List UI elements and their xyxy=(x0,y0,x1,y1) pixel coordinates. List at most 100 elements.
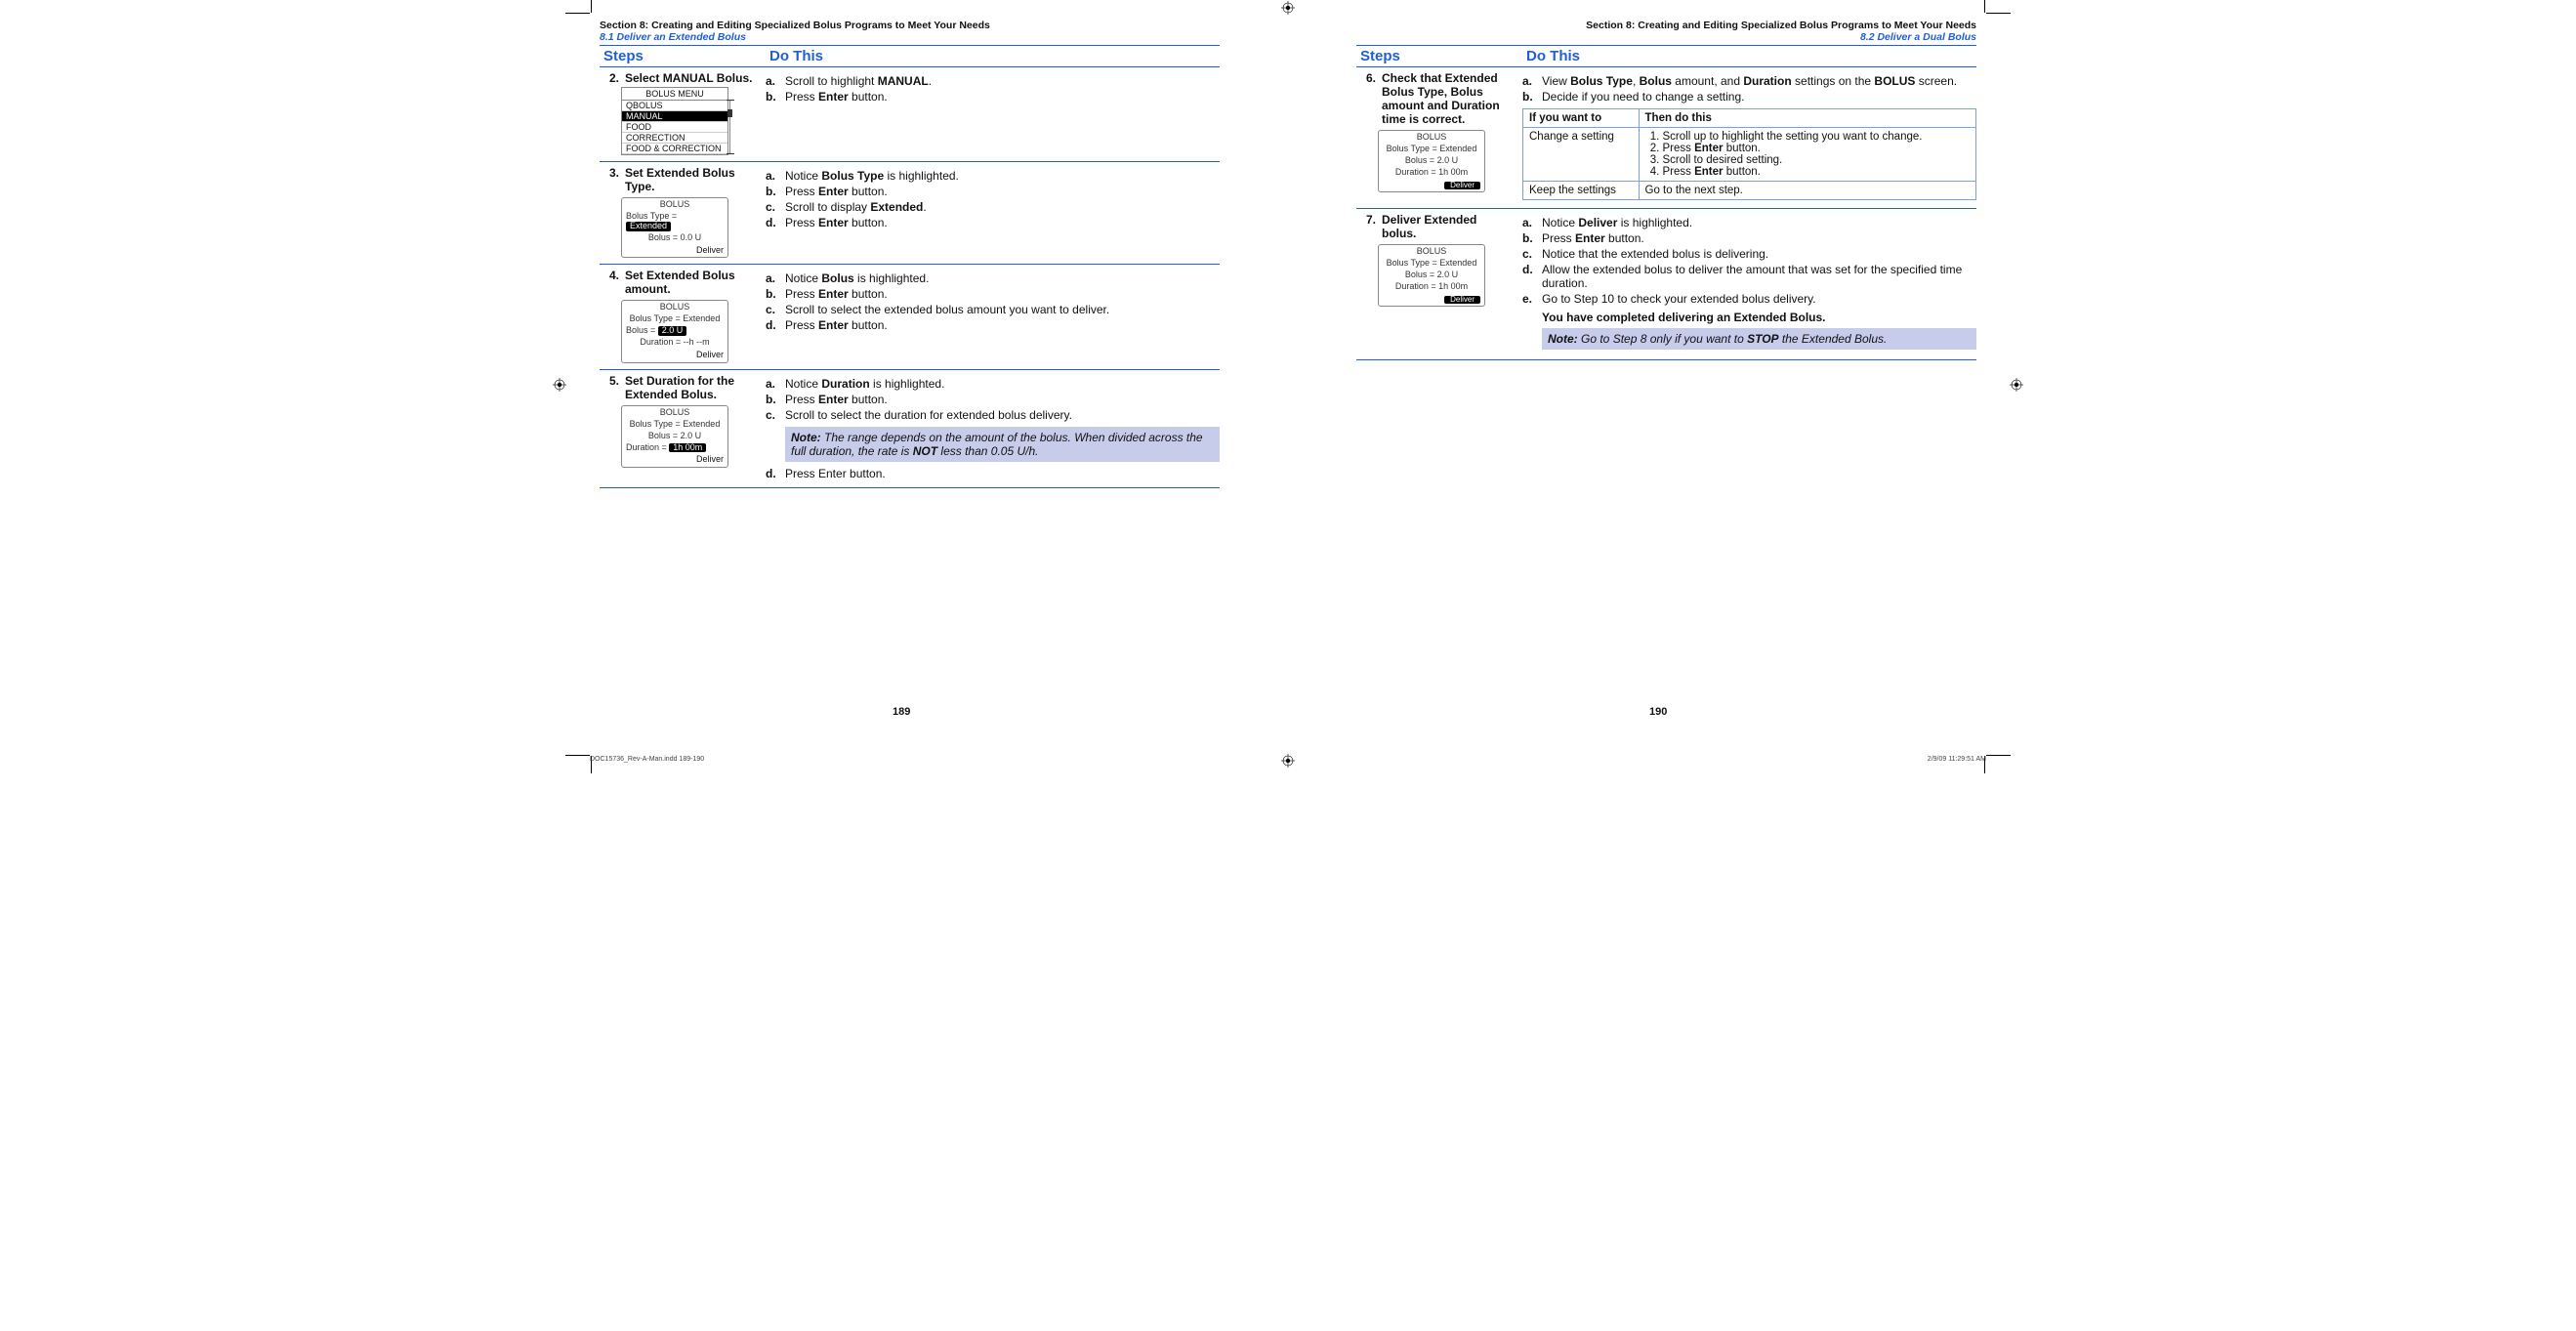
subsection-title: 8.1 Deliver an Extended Bolus xyxy=(600,31,1220,43)
registration-mark-icon xyxy=(2010,378,2023,392)
device-screen: BOLUS Bolus Type = ExtendedBolus = 0.0 U… xyxy=(621,197,728,258)
inner-td: Keep the settings xyxy=(1523,182,1640,200)
list-item: b.Decide if you need to change a setting… xyxy=(1522,89,1976,104)
step-number: 2. xyxy=(600,71,625,85)
list-item: a.Scroll to highlight MANUAL. xyxy=(766,73,1220,89)
device-row: Duration = 1h 00m xyxy=(622,442,727,454)
inner-list-item: Press Enter button. xyxy=(1663,166,1970,178)
section-title: Section 8: Creating and Editing Speciali… xyxy=(600,20,1220,31)
device-screen: BOLUS Bolus Type = ExtendedBolus = 2.0 U… xyxy=(621,405,728,468)
step-number: 6. xyxy=(1356,71,1382,126)
device-title: BOLUS MENU xyxy=(622,88,727,101)
instruction-list: d.Press Enter button. xyxy=(766,466,1220,481)
list-item: b.Press Enter button. xyxy=(766,89,1220,104)
table-header: Steps Do This xyxy=(600,45,1220,67)
step-col: 7. Deliver Extended bolus. BOLUS Bolus T… xyxy=(1356,213,1522,354)
instruction-list: a.Notice Deliver is highlighted.b.Press … xyxy=(1522,215,1976,307)
registration-mark-icon xyxy=(1281,754,1295,768)
list-item: d.Press Enter button. xyxy=(766,317,1220,333)
step-row: 7. Deliver Extended bolus. BOLUS Bolus T… xyxy=(1356,209,1976,360)
device-title: BOLUS xyxy=(622,198,727,211)
completion-text: You have completed delivering an Extende… xyxy=(1542,311,1976,324)
inner-th: Then do this xyxy=(1639,109,1975,128)
inner-td: Change a setting xyxy=(1523,128,1640,182)
list-item: c.Scroll to select the extended bolus am… xyxy=(766,302,1220,317)
list-item: d.Press Enter button. xyxy=(766,466,1220,481)
device-menu-item: FOOD & CORRECTION xyxy=(622,144,727,154)
step-number: 3. xyxy=(600,166,625,193)
device-footer: Deliver xyxy=(622,244,727,258)
note-box: Note: The range depends on the amount of… xyxy=(785,427,1220,462)
device-screen: BOLUS Bolus Type = ExtendedBolus = 2.0 U… xyxy=(621,300,728,362)
device-row: Bolus = 0.0 U xyxy=(622,232,727,244)
step-title: Check that Extended Bolus Type, Bolus am… xyxy=(1382,71,1513,126)
list-item: b.Press Enter button. xyxy=(1522,230,1976,246)
note-box: Note: Go to Step 8 only if you want to S… xyxy=(1542,328,1976,350)
device-menu-item: QBOLUS xyxy=(622,101,727,111)
col-steps-header: Steps xyxy=(1356,46,1526,66)
registration-mark-icon xyxy=(553,378,566,392)
list-item: c.Notice that the extended bolus is deli… xyxy=(1522,246,1976,262)
device-row: Bolus = 2.0 U xyxy=(622,325,727,337)
list-item: b.Press Enter button. xyxy=(766,184,1220,199)
step-number: 5. xyxy=(600,374,625,401)
step-col: 3. Set Extended Bolus Type. BOLUS Bolus … xyxy=(600,166,766,258)
step-title: Set Duration for the Extended Bolus. xyxy=(625,374,756,401)
step-number: 7. xyxy=(1356,213,1382,240)
instruction-list: a.Notice Bolus is highlighted.b.Press En… xyxy=(766,270,1220,333)
step-row: 4. Set Extended Bolus amount. BOLUS Bolu… xyxy=(600,265,1220,369)
device-row: Bolus Type = Extended xyxy=(622,419,727,431)
step-title: Deliver Extended bolus. xyxy=(1382,213,1513,240)
do-col: a.Notice Bolus is highlighted.b.Press En… xyxy=(766,269,1220,362)
step-col: 5. Set Duration for the Extended Bolus. … xyxy=(600,374,766,481)
step-row: 6. Check that Extended Bolus Type, Bolus… xyxy=(1356,67,1976,209)
page-right: Section 8: Creating and Editing Speciali… xyxy=(1356,20,1976,723)
device-menu-item: CORRECTION xyxy=(622,133,727,144)
list-item: c.Scroll to display Extended. xyxy=(766,199,1220,215)
device-row: Duration = --h --m xyxy=(622,337,727,349)
device-screen: BOLUS MENU QBOLUSMANUALFOODCORRECTIONFOO… xyxy=(621,87,728,155)
device-row: Bolus = 2.0 U xyxy=(1379,155,1484,167)
list-item: a.Notice Duration is highlighted. xyxy=(766,376,1220,392)
col-do-header: Do This xyxy=(769,46,1220,66)
inner-list-item: Scroll to desired setting. xyxy=(1663,154,1970,166)
inner-td: Scroll up to highlight the setting you w… xyxy=(1639,128,1975,182)
device-row: Bolus Type = Extended xyxy=(622,211,727,232)
inner-th: If you want to xyxy=(1523,109,1640,128)
list-item: d.Press Enter button. xyxy=(766,215,1220,230)
page-number: 189 xyxy=(893,706,910,718)
device-title: BOLUS xyxy=(1379,131,1484,144)
do-col: a.Notice Deliver is highlighted.b.Press … xyxy=(1522,213,1976,354)
list-item: a.Notice Bolus is highlighted. xyxy=(766,270,1220,286)
device-footer: Deliver xyxy=(1379,293,1484,307)
registration-mark-icon xyxy=(1281,1,1295,15)
device-row: Bolus Type = Extended xyxy=(1379,258,1484,270)
list-item: c.Scroll to select the duration for exte… xyxy=(766,407,1220,423)
list-item: b.Press Enter button. xyxy=(766,286,1220,302)
device-menu-item: FOOD xyxy=(622,122,727,133)
step-number: 4. xyxy=(600,269,625,296)
step-col: 6. Check that Extended Bolus Type, Bolus… xyxy=(1356,71,1522,202)
device-title: BOLUS xyxy=(622,406,727,419)
list-item: d.Allow the extended bolus to deliver th… xyxy=(1522,262,1976,291)
device-footer: Deliver xyxy=(622,349,727,362)
device-footer: Deliver xyxy=(622,453,727,467)
inner-td: Go to the next step. xyxy=(1639,182,1975,200)
table-header: Steps Do This xyxy=(1356,45,1976,67)
step-row: 5. Set Duration for the Extended Bolus. … xyxy=(600,370,1220,488)
device-row: Bolus = 2.0 U xyxy=(1379,270,1484,281)
inner-list-item: Press Enter button. xyxy=(1663,143,1970,154)
step-row: 3. Set Extended Bolus Type. BOLUS Bolus … xyxy=(600,162,1220,265)
step-title: Select MANUAL Bolus. xyxy=(625,71,756,85)
do-col: a.Notice Bolus Type is highlighted.b.Pre… xyxy=(766,166,1220,258)
do-col: a.Notice Duration is highlighted.b.Press… xyxy=(766,374,1220,481)
list-item: a.Notice Bolus Type is highlighted. xyxy=(766,168,1220,184)
decision-table: If you want toThen do thisChange a setti… xyxy=(1522,108,1976,200)
subsection-title: 8.2 Deliver a Dual Bolus xyxy=(1356,31,1976,43)
col-steps-header: Steps xyxy=(600,46,769,66)
step-col: 2. Select MANUAL Bolus. BOLUS MENU QBOLU… xyxy=(600,71,766,155)
section-title: Section 8: Creating and Editing Speciali… xyxy=(1356,20,1976,31)
device-row: Duration = 1h 00m xyxy=(1379,281,1484,293)
instruction-list: a.Notice Bolus Type is highlighted.b.Pre… xyxy=(766,168,1220,230)
device-row: Bolus = 2.0 U xyxy=(622,431,727,442)
